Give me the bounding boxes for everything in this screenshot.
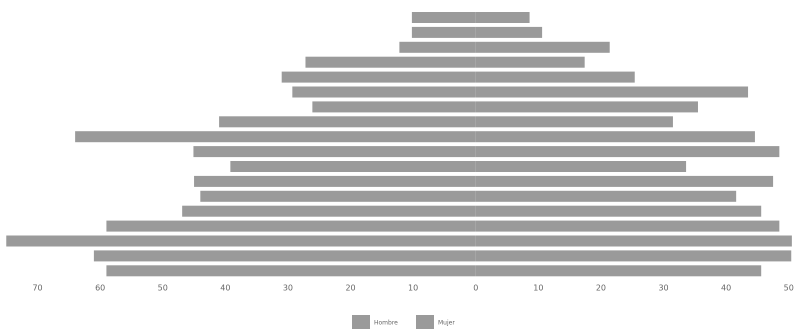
bar	[182, 205, 476, 217]
bar	[230, 161, 476, 172]
x-tick-label: 40	[220, 284, 230, 293]
bar	[305, 56, 476, 68]
bar	[219, 116, 476, 128]
bar	[475, 71, 635, 83]
bar	[292, 86, 476, 98]
bar	[475, 235, 792, 247]
x-tick-label: 20	[345, 284, 355, 293]
x-tick-label: 30	[283, 284, 293, 293]
x-tick-label: 0	[473, 284, 478, 293]
bar	[475, 116, 673, 128]
bar	[194, 175, 476, 187]
bar	[411, 12, 476, 23]
bar	[475, 265, 762, 277]
bar	[475, 86, 749, 98]
bar	[106, 220, 476, 232]
x-tick-label: 10	[533, 284, 543, 293]
bar	[312, 101, 476, 113]
bar	[6, 235, 476, 247]
bar	[475, 26, 543, 38]
x-tick-label: 50	[784, 284, 794, 293]
legend-swatch	[352, 315, 370, 329]
bar	[475, 250, 792, 262]
bar	[411, 26, 476, 38]
bar	[475, 131, 755, 143]
bar	[475, 205, 762, 217]
bar	[93, 250, 476, 262]
bar	[281, 71, 476, 83]
x-tick-label: 50	[158, 284, 168, 293]
x-tick-label: 70	[32, 284, 42, 293]
bar	[475, 41, 610, 53]
bar	[475, 146, 780, 158]
bar	[475, 12, 530, 23]
x-tick-label: 40	[721, 284, 731, 293]
bar	[399, 41, 476, 53]
bar	[475, 101, 698, 113]
bar	[475, 175, 774, 187]
bar	[475, 190, 737, 202]
bar	[475, 220, 780, 232]
bar	[200, 190, 476, 202]
bar	[106, 265, 476, 277]
bar	[475, 161, 687, 172]
x-tick-label: 10	[408, 284, 418, 293]
legend-label: Mujer	[438, 320, 455, 327]
bar	[75, 131, 476, 143]
x-tick-label: 30	[658, 284, 668, 293]
bar	[475, 56, 585, 68]
x-tick-label: 20	[596, 284, 606, 293]
bar	[193, 146, 476, 158]
x-tick-label: 60	[95, 284, 105, 293]
legend-swatch	[416, 315, 434, 329]
legend-label: Hombre	[374, 320, 398, 327]
